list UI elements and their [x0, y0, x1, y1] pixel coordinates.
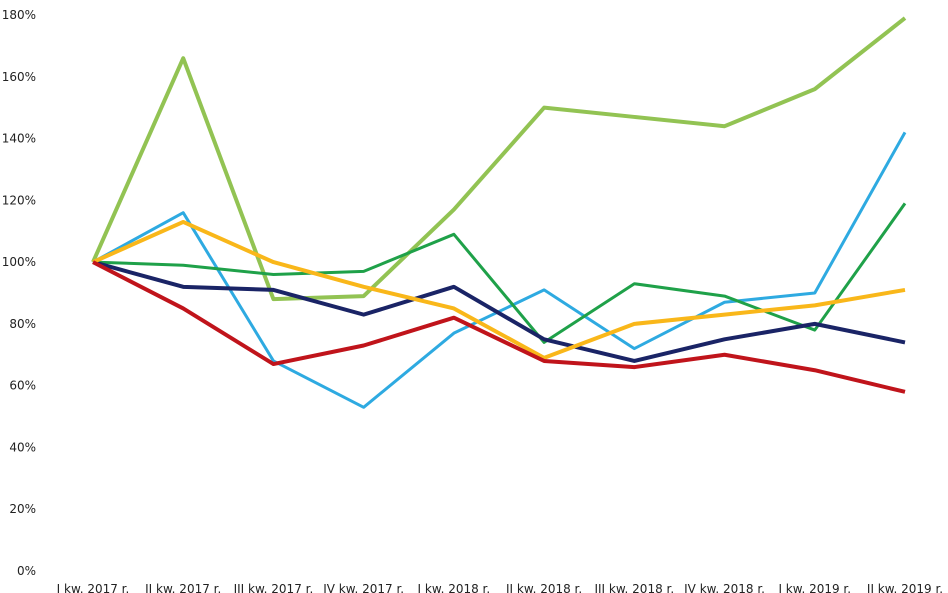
y-tick-label: 40%: [9, 440, 36, 454]
y-tick-label: 20%: [9, 502, 36, 516]
y-tick-label: 160%: [2, 70, 36, 84]
x-tick-label: IV kw. 2017 r.: [323, 582, 404, 593]
x-tick-label: I kw. 2019 r.: [778, 582, 851, 593]
y-tick-label: 140%: [2, 132, 36, 146]
series-line: [92, 219, 906, 360]
x-tick-label: III kw. 2018 r.: [594, 582, 674, 593]
x-tick-label: I kw. 2017 r.: [57, 582, 130, 593]
y-tick-label: 80%: [9, 317, 36, 331]
series-line: [92, 260, 906, 363]
x-tick-label: II kw. 2018 r.: [506, 582, 582, 593]
x-tick-label: II kw. 2017 r.: [145, 582, 221, 593]
x-tick-label: II kw. 2019 r.: [867, 582, 943, 593]
x-tick-label: IV kw. 2018 r.: [684, 582, 765, 593]
x-tick-label: III kw. 2017 r.: [234, 582, 314, 593]
series-line: [91, 16, 907, 302]
series-line: [92, 260, 906, 394]
y-tick-label: 100%: [2, 255, 36, 269]
y-tick-label: 0%: [17, 564, 36, 578]
y-tick-label: 60%: [9, 379, 36, 393]
y-tick-label: 120%: [2, 193, 36, 207]
series-line: [92, 202, 907, 344]
y-tick-label: 180%: [2, 8, 36, 22]
x-tick-label: I kw. 2018 r.: [418, 582, 491, 593]
